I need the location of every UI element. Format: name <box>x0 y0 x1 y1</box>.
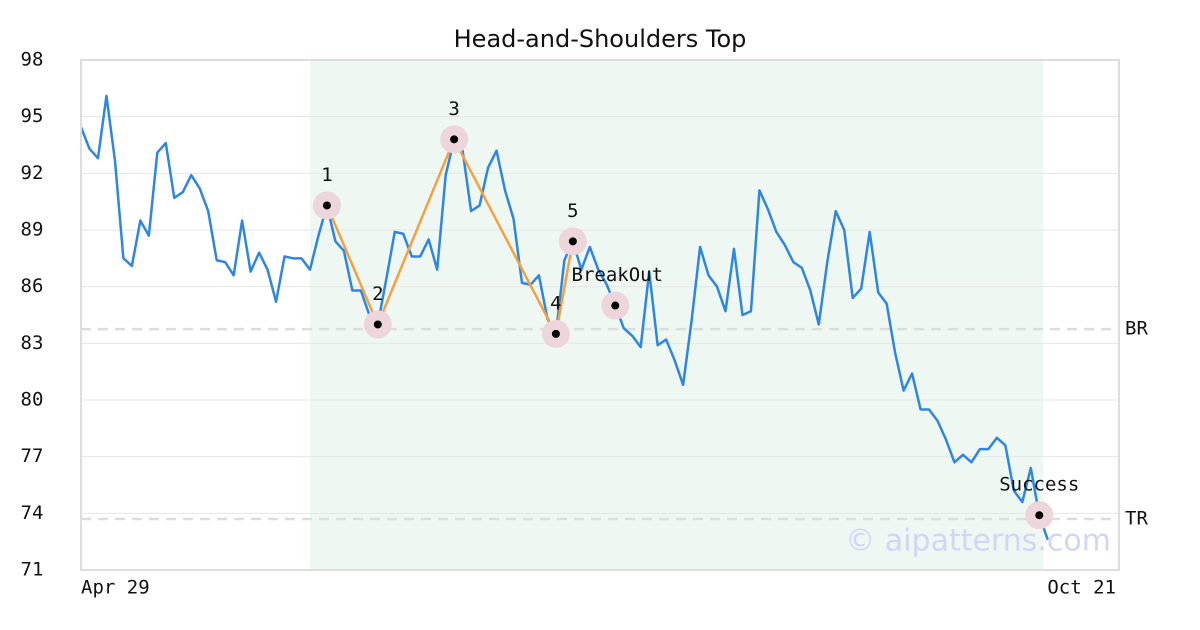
marker-label: 2 <box>372 283 383 305</box>
marker-label: 3 <box>448 98 459 120</box>
chart-title: Head-and-Shoulders Top <box>454 25 747 53</box>
marker-dot <box>1035 511 1044 520</box>
marker-dot <box>568 237 577 246</box>
price-line <box>79 94 1049 541</box>
marker-label: 5 <box>567 200 578 222</box>
marker-label: BreakOut <box>572 264 664 286</box>
pattern-region <box>309 60 1044 570</box>
y-tick-label: 98 <box>21 49 44 71</box>
x-tick-label: Apr 29 <box>81 577 150 599</box>
y-tick-label: 77 <box>21 445 44 467</box>
y-tick-label: 86 <box>21 275 44 297</box>
watermark: © aipatterns.com <box>845 524 1111 559</box>
marker-dot <box>373 320 382 329</box>
y-tick-label: 95 <box>21 105 44 127</box>
y-tick-label: 92 <box>21 162 44 184</box>
marker-dot <box>611 301 620 310</box>
y-tick-label: 80 <box>21 389 44 411</box>
marker-dot <box>551 329 560 338</box>
marker-dot <box>450 135 459 144</box>
reference-label: TR <box>1125 508 1148 530</box>
y-tick-label: 89 <box>21 219 44 241</box>
marker-label: 1 <box>321 164 332 186</box>
marker-dot <box>322 201 331 210</box>
y-tick-label: 83 <box>21 332 44 354</box>
marker-label: 4 <box>550 292 561 314</box>
marker-label: Success <box>999 474 1079 496</box>
x-tick-label: Oct 21 <box>1047 577 1116 599</box>
reference-label: BR <box>1125 318 1148 340</box>
plot-frame <box>80 59 1120 571</box>
y-tick-label: 74 <box>21 502 44 524</box>
y-tick-label: 71 <box>21 559 44 581</box>
